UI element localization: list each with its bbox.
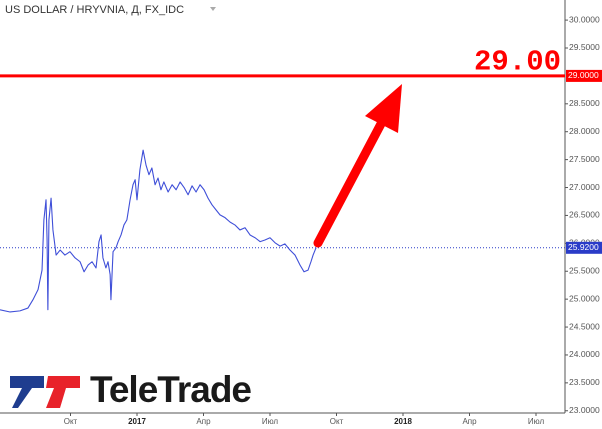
y-tick-label: 30.0000 xyxy=(569,14,600,24)
y-tick-label: 23.5000 xyxy=(569,377,600,387)
price-badge xyxy=(566,241,602,254)
price-badge-label: 29.0000 xyxy=(568,70,599,80)
y-tick-label: 23.0000 xyxy=(569,405,600,415)
dropdown-icon[interactable] xyxy=(210,7,216,11)
y-tick-label: 24.0000 xyxy=(569,349,600,359)
x-tick-label: Апр xyxy=(196,417,211,426)
y-tick-label: 27.0000 xyxy=(569,182,600,192)
logo: TeleTrade xyxy=(10,369,252,410)
y-tick-label: 27.5000 xyxy=(569,154,600,164)
price-badge-label: 25.9200 xyxy=(568,242,599,252)
x-tick-label: Окт xyxy=(64,417,78,426)
x-tick-label: Июл xyxy=(262,417,279,426)
arrow-shaft xyxy=(313,117,387,248)
logo-text: TeleTrade xyxy=(90,369,251,410)
x-tick-label: Апр xyxy=(462,417,477,426)
arrow-head xyxy=(365,84,402,133)
y-tick-label: 28.0000 xyxy=(569,126,600,136)
x-tick-label: Июл xyxy=(528,417,545,426)
y-tick-label: 24.5000 xyxy=(569,321,600,331)
x-tick-label: Окт xyxy=(330,417,344,426)
y-tick-label: 25.0000 xyxy=(569,293,600,303)
y-tick-label: 26.5000 xyxy=(569,210,600,220)
price-line xyxy=(0,149,317,313)
y-tick-label: 28.5000 xyxy=(569,98,600,108)
y-tick-label: 25.5000 xyxy=(569,265,600,275)
x-tick-label: 2018 xyxy=(394,417,412,426)
price-annotation: 29.00 xyxy=(474,46,561,79)
logo-left xyxy=(10,376,44,408)
y-tick-label: 29.5000 xyxy=(569,42,600,52)
x-tick-label: 2017 xyxy=(128,417,146,426)
logo-right xyxy=(46,376,80,408)
price-badge xyxy=(566,69,602,82)
chart-title: US DOLLAR / HRYVNIA, Д, FX_IDC xyxy=(5,4,184,16)
